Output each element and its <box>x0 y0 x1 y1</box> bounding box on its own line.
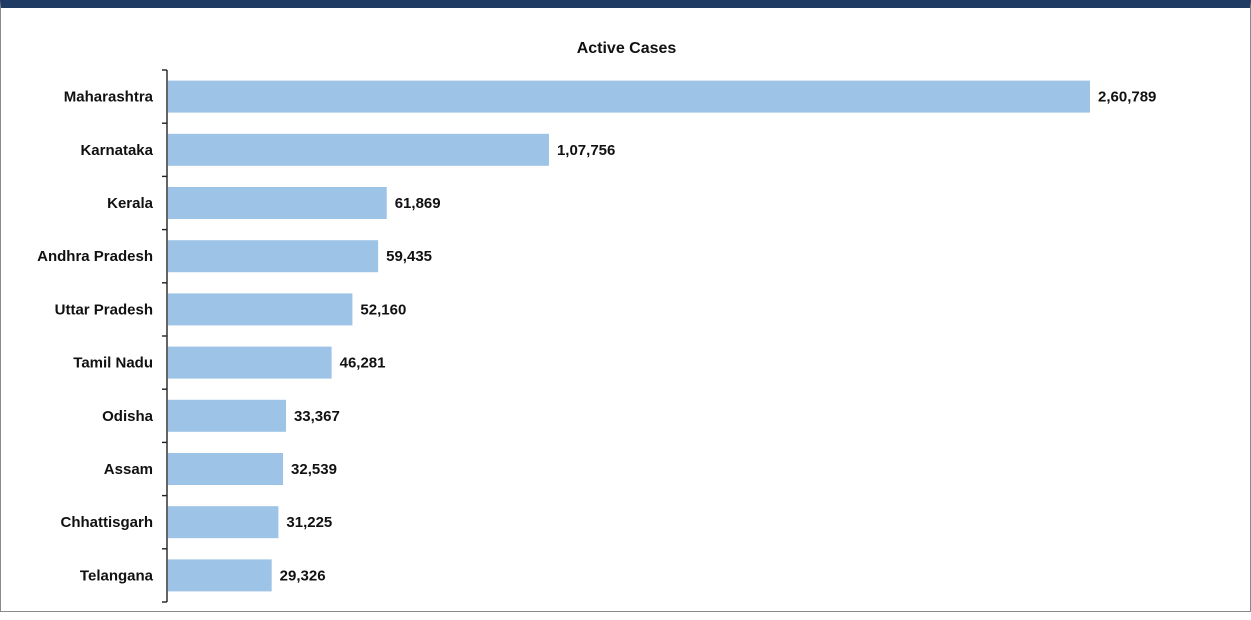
bar-odisha <box>168 399 286 432</box>
bar-maharashtra <box>168 80 1090 113</box>
bar-kerala <box>168 187 387 219</box>
data-label: 32,539 <box>291 461 337 478</box>
data-label: 46,281 <box>340 355 386 372</box>
category-label: Andhra Pradesh <box>37 248 153 265</box>
data-label: 31,225 <box>286 514 332 531</box>
bar-chhattisgarh <box>168 506 279 539</box>
data-label: 61,869 <box>395 195 441 212</box>
category-label: Maharashtra <box>64 89 154 106</box>
bar-assam <box>168 453 284 485</box>
category-label: Assam <box>104 461 153 478</box>
category-label: Odisha <box>102 408 154 425</box>
bar-telangana <box>168 559 272 592</box>
bar-chart: Maharashtra 2,60,789 Karnataka 1,07,756 Kera… <box>37 69 1156 603</box>
data-label: 29,326 <box>280 567 326 584</box>
data-label: 52,160 <box>360 301 406 318</box>
data-label: 59,435 <box>386 248 432 265</box>
category-label: Telangana <box>80 567 154 584</box>
data-label: 33,367 <box>294 408 340 425</box>
category-label: Tamil Nadu <box>73 355 153 372</box>
bar-karnataka <box>168 133 549 166</box>
bar-tamil-nadu <box>168 346 332 379</box>
data-label: 1,07,756 <box>557 142 615 159</box>
category-label: Karnataka <box>80 142 153 159</box>
category-label: Uttar Pradesh <box>55 301 153 318</box>
bar-andhra-pradesh <box>168 240 379 273</box>
chart-title: Active Cases <box>576 40 677 57</box>
category-label: Chhattisgarh <box>60 514 153 531</box>
bar-uttar-pradesh <box>168 293 353 326</box>
data-label: 2,60,789 <box>1098 89 1156 106</box>
category-label: Kerala <box>107 195 154 212</box>
